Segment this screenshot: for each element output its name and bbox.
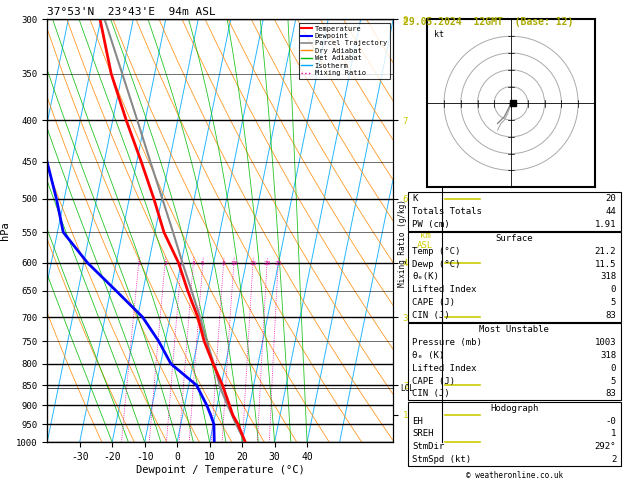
Text: 5: 5 <box>611 298 616 307</box>
Text: Surface: Surface <box>496 234 533 243</box>
Text: 15: 15 <box>249 260 257 265</box>
Text: Most Unstable: Most Unstable <box>479 325 549 334</box>
Text: 318: 318 <box>600 273 616 281</box>
Text: 1.91: 1.91 <box>594 220 616 228</box>
Text: θₑ (K): θₑ (K) <box>412 351 445 360</box>
Text: θₑ(K): θₑ(K) <box>412 273 439 281</box>
Bar <box>408 323 621 400</box>
Text: Hodograph: Hodograph <box>490 404 538 413</box>
Text: PW (cm): PW (cm) <box>412 220 450 228</box>
Text: Lifted Index: Lifted Index <box>412 364 477 373</box>
Text: 20: 20 <box>606 194 616 203</box>
Text: LCL: LCL <box>400 384 414 393</box>
Text: 25: 25 <box>274 260 282 265</box>
Text: CAPE (J): CAPE (J) <box>412 377 455 385</box>
Text: kt: kt <box>434 30 444 38</box>
Text: 2: 2 <box>611 455 616 464</box>
X-axis label: Dewpoint / Temperature (°C): Dewpoint / Temperature (°C) <box>136 465 304 475</box>
Text: CIN (J): CIN (J) <box>412 311 450 320</box>
Text: 5: 5 <box>201 260 204 265</box>
Text: 0: 0 <box>611 285 616 294</box>
Text: 83: 83 <box>606 311 616 320</box>
Text: 3: 3 <box>179 260 183 265</box>
Text: 0: 0 <box>611 364 616 373</box>
Bar <box>408 402 621 466</box>
Text: 44: 44 <box>606 207 616 216</box>
Text: 1003: 1003 <box>594 338 616 347</box>
Text: Pressure (mb): Pressure (mb) <box>412 338 482 347</box>
Text: Mixing Ratio (g/kg): Mixing Ratio (g/kg) <box>398 199 407 287</box>
Text: Dewp (°C): Dewp (°C) <box>412 260 460 269</box>
Text: 292°: 292° <box>594 442 616 451</box>
Bar <box>408 232 621 322</box>
Text: Temp (°C): Temp (°C) <box>412 247 460 256</box>
Text: 20: 20 <box>264 260 271 265</box>
Text: 5: 5 <box>611 377 616 385</box>
Text: © weatheronline.co.uk: © weatheronline.co.uk <box>465 471 563 480</box>
Bar <box>408 192 621 230</box>
Text: SREH: SREH <box>412 430 434 438</box>
Text: 1: 1 <box>611 430 616 438</box>
Text: 8: 8 <box>222 260 225 265</box>
Text: 83: 83 <box>606 389 616 399</box>
Text: 37°53'N  23°43'E  94m ASL: 37°53'N 23°43'E 94m ASL <box>47 7 216 17</box>
Text: 1: 1 <box>137 260 141 265</box>
Text: Lifted Index: Lifted Index <box>412 285 477 294</box>
Y-axis label: hPa: hPa <box>1 222 11 240</box>
Text: EH: EH <box>412 417 423 426</box>
Text: StmSpd (kt): StmSpd (kt) <box>412 455 471 464</box>
Text: -0: -0 <box>606 417 616 426</box>
Text: CAPE (J): CAPE (J) <box>412 298 455 307</box>
Y-axis label: km
ASL: km ASL <box>417 231 433 250</box>
Text: 4: 4 <box>191 260 195 265</box>
Text: CIN (J): CIN (J) <box>412 389 450 399</box>
Legend: Temperature, Dewpoint, Parcel Trajectory, Dry Adiabat, Wet Adiabat, Isotherm, Mi: Temperature, Dewpoint, Parcel Trajectory… <box>299 23 389 79</box>
Text: 2: 2 <box>163 260 167 265</box>
Text: StmDir: StmDir <box>412 442 445 451</box>
Text: 21.2: 21.2 <box>594 247 616 256</box>
Text: Totals Totals: Totals Totals <box>412 207 482 216</box>
Text: 318: 318 <box>600 351 616 360</box>
Text: 29.05.2024  12GMT  (Base: 12): 29.05.2024 12GMT (Base: 12) <box>403 17 573 27</box>
Text: 10: 10 <box>230 260 238 265</box>
Text: K: K <box>412 194 418 203</box>
Text: 11.5: 11.5 <box>594 260 616 269</box>
